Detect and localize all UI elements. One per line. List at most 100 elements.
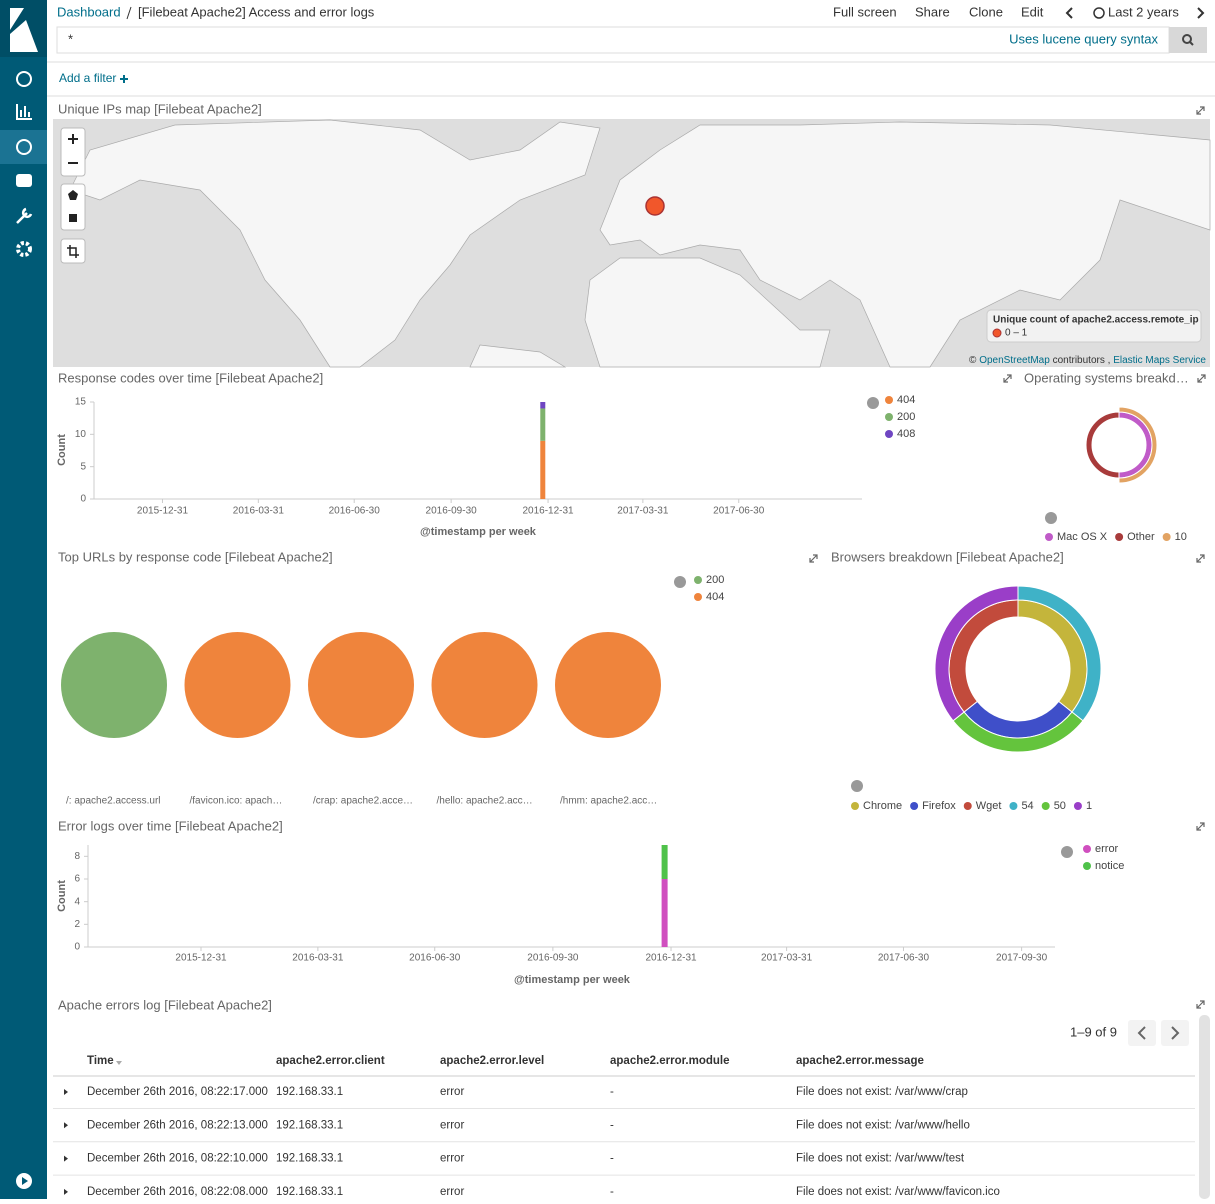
table-cell: error [440, 1153, 464, 1165]
dashboard-icon[interactable] [16, 139, 32, 155]
legend-label: 1 [1086, 800, 1092, 812]
search-icon [1182, 34, 1192, 44]
legend-toggle[interactable] [674, 576, 686, 588]
add-filter[interactable]: Add a filter [59, 71, 116, 85]
pagination: 1–9 of 9 [1070, 1024, 1117, 1039]
bar [540, 402, 546, 409]
legend-label: 54 [1021, 800, 1033, 812]
attribution-link[interactable]: OpenStreetMap [979, 355, 1050, 366]
x-axis-label: @timestamp per week [514, 974, 631, 986]
query-input[interactable] [56, 26, 1170, 54]
menu-item[interactable]: Full screen [833, 4, 897, 19]
breadcrumb-link[interactable]: Dashboard [57, 4, 121, 19]
expand-row[interactable] [64, 1089, 68, 1095]
crop-icon [67, 245, 79, 258]
visualize-icon[interactable] [16, 104, 32, 120]
prev-page[interactable] [1128, 1020, 1156, 1046]
pie-label: /hmm: apache2.acc… [560, 796, 657, 807]
pie-slice [555, 632, 661, 738]
time-range[interactable]: Last 2 years [1108, 4, 1179, 19]
zoom-control[interactable] [60, 127, 86, 177]
scrollbar[interactable] [1199, 1015, 1210, 1199]
legend-toggle[interactable] [1045, 512, 1057, 524]
x-tick-label: 2017-03-31 [761, 953, 813, 964]
table-cell: File does not exist: /var/www/test [796, 1153, 965, 1165]
legend-label: 200 [706, 574, 724, 586]
menu-item[interactable]: Edit [1021, 4, 1044, 19]
legend-label: error [1095, 843, 1119, 855]
expand-icon[interactable] [1196, 106, 1205, 115]
table-cell: 192.168.33.1 [276, 1186, 343, 1198]
pie-slice [431, 632, 538, 738]
column-header[interactable]: Time [87, 1055, 114, 1067]
expand-icon[interactable] [1196, 554, 1205, 563]
expand-row[interactable] [64, 1122, 68, 1129]
fit-control[interactable] [60, 238, 86, 264]
query-hint[interactable]: Uses lucene query syntax [1009, 31, 1158, 46]
sidebar [0, 0, 47, 1199]
map-legend [986, 309, 1202, 343]
legend-toggle[interactable] [1061, 846, 1073, 858]
menu-item[interactable]: Share [915, 4, 950, 19]
expand-icons [809, 106, 1206, 1009]
legend-swatch [694, 576, 702, 584]
column-header[interactable]: apache2.error.level [440, 1055, 544, 1067]
legend-swatch [851, 802, 859, 810]
expand-icon[interactable] [1196, 822, 1205, 831]
y-tick-label: 15 [75, 397, 87, 408]
legend-swatch [885, 413, 893, 421]
x-tick-label: 2016-06-30 [329, 506, 381, 517]
expand-icon[interactable] [809, 554, 818, 563]
expand-row[interactable] [64, 1188, 68, 1195]
next-icon [1171, 1026, 1180, 1040]
expand-icon[interactable] [1003, 374, 1012, 383]
attribution-link[interactable]: Elastic Maps Service [1113, 355, 1206, 366]
expand-icon[interactable] [1197, 374, 1206, 383]
legend-swatch [1073, 802, 1082, 810]
column-header[interactable]: apache2.error.message [796, 1055, 924, 1067]
map-legend-range: 0 – 1 [1005, 328, 1028, 339]
table-cell: December 26th 2016, 08:22:17.000 [87, 1086, 268, 1098]
query-text[interactable]: * [68, 31, 73, 46]
map-attribution: © OpenStreetMap contributors , Elastic M… [969, 355, 1206, 366]
pie-slice [184, 632, 291, 738]
legend-label: Other [1127, 531, 1155, 543]
discover-icon[interactable] [16, 71, 32, 87]
legend-label: Mac OS X [1057, 531, 1108, 543]
legend-label: Chrome [863, 800, 902, 812]
table-cell: 192.168.33.1 [276, 1086, 343, 1098]
table-cell: December 26th 2016, 08:22:10.000 [87, 1153, 268, 1165]
x-tick-label: 2017-06-30 [713, 506, 765, 517]
settings-icon[interactable] [16, 241, 32, 257]
donut-slice [1118, 406, 1158, 484]
map-controls [60, 127, 86, 264]
table-cell: File does not exist: /var/www/crap [796, 1086, 968, 1098]
column-header[interactable]: apache2.error.module [610, 1055, 730, 1067]
table-cell: - [610, 1086, 614, 1098]
search-button[interactable] [1169, 27, 1207, 53]
draw-control[interactable] [60, 183, 86, 231]
legend-swatch [1083, 862, 1091, 870]
timelion-icon[interactable] [16, 174, 32, 187]
panel-title: Top URLs by response code [Filebeat Apac… [58, 549, 333, 564]
map-point[interactable] [645, 196, 665, 216]
x-tick-label: 2016-12-31 [522, 506, 574, 517]
expand-icon[interactable] [1196, 1000, 1205, 1009]
legend-toggle[interactable] [867, 397, 879, 409]
legend-toggle[interactable] [851, 780, 863, 792]
expand-row[interactable] [64, 1155, 68, 1162]
table-cell: File does not exist: /var/www/hello [796, 1119, 970, 1131]
time-back[interactable] [1065, 7, 1073, 19]
devtools-icon[interactable] [16, 207, 33, 224]
bar [661, 879, 668, 947]
time-forward[interactable] [1197, 7, 1205, 19]
next-page[interactable] [1161, 1020, 1189, 1046]
zoom-icons [68, 134, 78, 164]
menu-item[interactable]: Clone [969, 4, 1003, 19]
legend-swatch [885, 396, 893, 404]
logo[interactable] [10, 8, 38, 52]
attribution-symbol: © [969, 355, 977, 366]
attribution-text: contributors , [1053, 355, 1111, 366]
pie-slice [308, 632, 414, 738]
column-header[interactable]: apache2.error.client [276, 1055, 385, 1067]
